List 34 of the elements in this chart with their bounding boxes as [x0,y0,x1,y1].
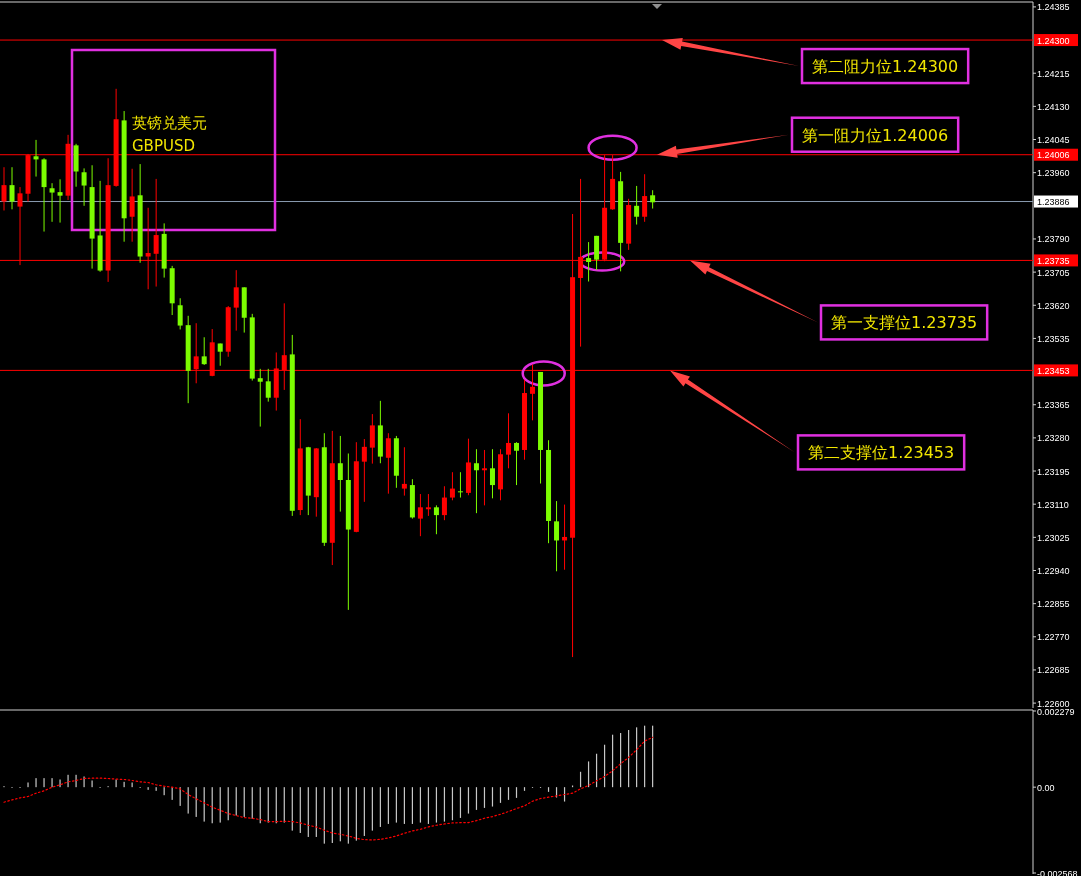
y-tick-label: 1.23365 [1037,400,1070,411]
y-tick-label: -0.002568 [1037,868,1078,876]
y-tick-label: 0.002279 [1037,706,1075,717]
y-tick-label: 1.23705 [1037,267,1070,278]
line-series [3,736,654,841]
annotation: 第二支撑位1.23453 [808,443,955,463]
y-tick-label: 1.22685 [1037,665,1070,676]
y-tick-label: 1.23195 [1037,466,1070,477]
y-tick-label: 1.22940 [1037,565,1070,576]
annotation: 第一阻力位1.24006 [802,125,949,145]
y-tick-label: 1.23280 [1037,433,1070,444]
ref-line-label: 1.23735 [1037,255,1070,266]
y-tick-label: 1.24385 [1037,2,1070,13]
y-tick-label: 1.23620 [1037,300,1070,311]
y-tick-label: 1.22855 [1037,599,1070,610]
y-tick-label: 1.24215 [1037,68,1070,79]
y-tick-label: 1.22600 [1037,698,1070,709]
annotation: 第二阻力位1.24300 [812,57,959,77]
y-tick-label: 1.23535 [1037,333,1070,344]
annotation: 英镑兑美元 [132,114,207,132]
ref-line-label: 1.23886 [1037,197,1070,208]
y-tick-label: 1.24045 [1037,135,1070,146]
ref-line-label: 1.24300 [1037,35,1070,46]
y-tick-label: 1.22770 [1037,632,1070,643]
annotation: 第一支撑位1.23735 [831,313,978,333]
y-tick-label: 1.23960 [1037,168,1070,179]
y-tick-label: 1.24130 [1037,101,1070,112]
ref-line-label: 1.24006 [1037,150,1070,161]
annotation: GBPUSD [132,137,196,155]
y-tick-label: 0.00 [1037,782,1055,793]
y-tick-label: 1.23110 [1037,499,1069,510]
ref-line-label: 1.23453 [1037,365,1070,376]
y-tick-label: 1.23790 [1037,234,1070,245]
y-tick-label: 1.23025 [1037,532,1070,543]
